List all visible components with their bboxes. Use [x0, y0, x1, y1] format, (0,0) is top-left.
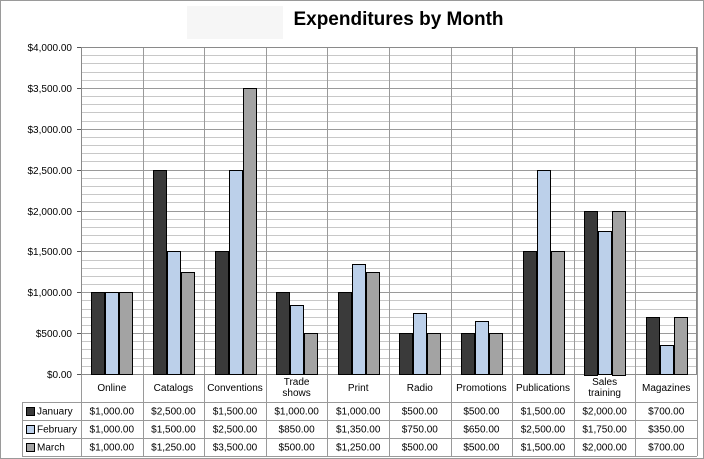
bar	[674, 317, 688, 375]
table-cell: $1,350.00	[336, 425, 381, 436]
table-cell: $1,500.00	[151, 425, 196, 436]
table-cell: $2,500.00	[213, 425, 258, 436]
table-cell: $750.00	[402, 425, 439, 436]
category-label: Print	[348, 383, 369, 394]
table-cell: $1,250.00	[151, 443, 196, 454]
table-cell: $2,000.00	[582, 407, 627, 418]
y-tick-label: $500.00	[36, 329, 73, 340]
bar	[119, 292, 133, 375]
bar	[181, 272, 195, 375]
bar	[399, 333, 413, 375]
table-cell: $2,500.00	[521, 425, 566, 436]
table-cell: $1,000.00	[336, 407, 381, 418]
bar	[167, 251, 181, 375]
legend-swatch	[26, 407, 35, 416]
bar	[229, 170, 243, 375]
table-cell: $1,250.00	[336, 443, 381, 454]
category-label: Publications	[516, 383, 570, 394]
table-cell: $700.00	[648, 407, 685, 418]
legend-swatch	[26, 443, 35, 452]
bar	[290, 305, 304, 375]
table-cell: $850.00	[279, 425, 316, 436]
chart-title: Expenditures by Month	[293, 9, 504, 30]
y-tick-label: $1,000.00	[28, 288, 73, 299]
table-cell: $650.00	[463, 425, 500, 436]
table-cell: $350.00	[648, 425, 685, 436]
bar	[413, 313, 427, 375]
bar	[489, 333, 503, 375]
bar	[215, 251, 229, 375]
table-cell: $1,000.00	[274, 407, 319, 418]
category-label: Catalogs	[154, 383, 193, 394]
legend-label: January	[37, 407, 73, 418]
bar	[338, 292, 352, 375]
table-cell: $2,000.00	[582, 443, 627, 454]
bar	[304, 333, 318, 375]
table-cell: $1,000.00	[90, 425, 135, 436]
table-cell: $1,000.00	[90, 407, 135, 418]
bar	[153, 170, 167, 375]
table-cell: $700.00	[648, 443, 685, 454]
bar	[427, 333, 441, 375]
table-cell: $500.00	[463, 407, 500, 418]
table-cell: $1,500.00	[521, 443, 566, 454]
y-tick-label: $3,000.00	[28, 125, 73, 136]
category-label: Promotions	[456, 383, 507, 394]
bar	[461, 333, 475, 375]
bar	[551, 251, 565, 375]
bar	[612, 211, 626, 376]
table-cell: $500.00	[279, 443, 316, 454]
plot-border	[81, 47, 697, 375]
category-label: training	[588, 388, 621, 399]
category-label: Magazines	[642, 383, 690, 394]
bar	[276, 292, 290, 375]
legend-label: March	[37, 443, 65, 454]
bar	[537, 170, 551, 375]
bar	[243, 88, 257, 375]
bar	[523, 251, 537, 375]
table-cell: $500.00	[402, 407, 439, 418]
category-label: Conventions	[207, 383, 263, 394]
category-label: shows	[282, 388, 310, 399]
y-tick-label: $0.00	[47, 370, 72, 381]
bar	[598, 231, 612, 375]
bar	[352, 264, 366, 375]
bar	[475, 321, 489, 375]
y-tick-label: $4,000.00	[28, 43, 73, 54]
table-cell: $1,500.00	[213, 407, 258, 418]
bar	[584, 211, 598, 376]
table-cell: $1,500.00	[521, 407, 566, 418]
bar	[660, 345, 674, 375]
bar	[91, 292, 105, 375]
bar	[366, 272, 380, 375]
y-tick-label: $3,500.00	[28, 84, 73, 95]
y-tick-label: $2,000.00	[28, 207, 73, 218]
y-tick-label: $2,500.00	[28, 166, 73, 177]
table-cell: $1,750.00	[582, 425, 627, 436]
legend-swatch	[26, 425, 35, 434]
legend-label: February	[37, 425, 77, 436]
table-cell: $2,500.00	[151, 407, 196, 418]
category-label: Online	[97, 383, 126, 394]
table-cell: $3,500.00	[213, 443, 258, 454]
bar	[646, 317, 660, 375]
table-cell: $500.00	[463, 443, 500, 454]
y-tick-label: $1,500.00	[28, 247, 73, 258]
bar	[105, 292, 119, 375]
category-label: Trade	[284, 377, 310, 388]
category-label: Sales	[592, 377, 617, 388]
category-label: Radio	[407, 383, 434, 394]
table-cell: $1,000.00	[90, 443, 135, 454]
table-cell: $500.00	[402, 443, 439, 454]
title-shade	[187, 6, 283, 39]
